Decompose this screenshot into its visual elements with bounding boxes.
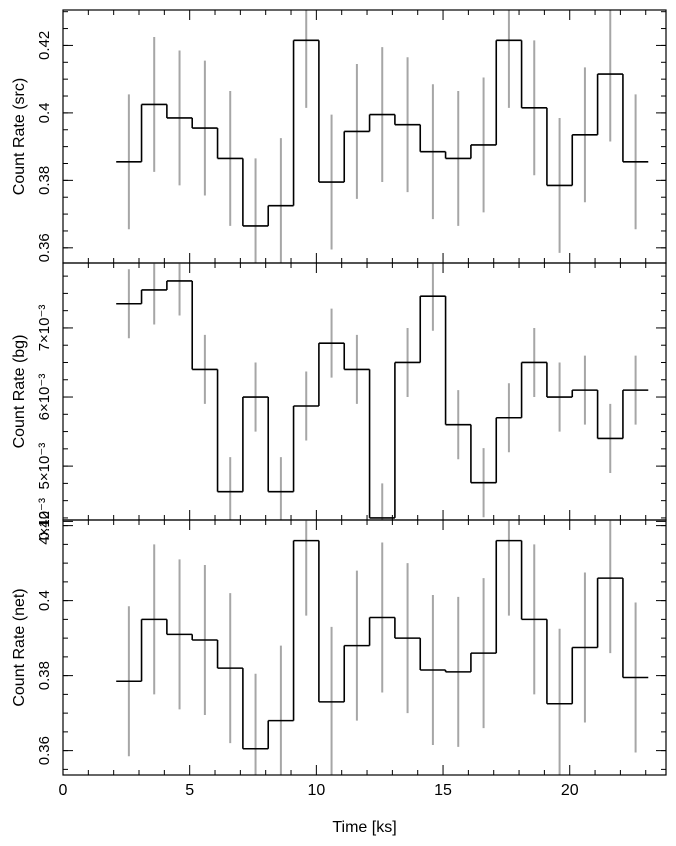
y-tick-label: 0.4: [36, 102, 53, 123]
y-tick-label: 0.38: [36, 661, 53, 690]
y-tick-label: 5×10⁻³: [36, 443, 53, 490]
panel-src: 0.36 0.38 0.4 0.42 Count Rate (src): [11, 9, 667, 264]
panel-bg: 4×10⁻³ 5×10⁻³ 6×10⁻³ 7×10⁻³ Count Rate (bg): [11, 262, 667, 545]
x-tick-label: 15: [434, 782, 452, 799]
y-tick-label: 0.42: [36, 511, 53, 540]
y-axis-label: Count Rate (net): [11, 588, 28, 706]
y-tick-label: 7×10⁻³: [36, 305, 53, 352]
panel-net: 0.36 0.38 0.4 0.42 Count Rate (net) 0 5 10 15 20 T…: [11, 511, 667, 836]
x-tick-label: 10: [307, 782, 325, 799]
x-tick-label: 0: [59, 782, 68, 799]
y-tick-label: 4×10⁻³: [36, 498, 53, 545]
x-tick-label: 20: [561, 782, 579, 799]
panel-frame: [62, 519, 667, 776]
y-axis-label: Count Rate (bg): [11, 335, 28, 449]
x-tick-label: 5: [185, 782, 194, 799]
y-tick-label: 0.36: [36, 736, 53, 765]
y-tick-label: 0.42: [36, 31, 53, 60]
y-tick-label: 6×10⁻³: [36, 374, 53, 421]
y-tick-label: 0.38: [36, 166, 53, 195]
y-tick-label: 0.36: [36, 233, 53, 262]
x-axis-label: Time [ks]: [332, 819, 396, 836]
y-axis-label: Count Rate (src): [11, 78, 28, 195]
y-tick-label: 0.4: [36, 590, 53, 611]
